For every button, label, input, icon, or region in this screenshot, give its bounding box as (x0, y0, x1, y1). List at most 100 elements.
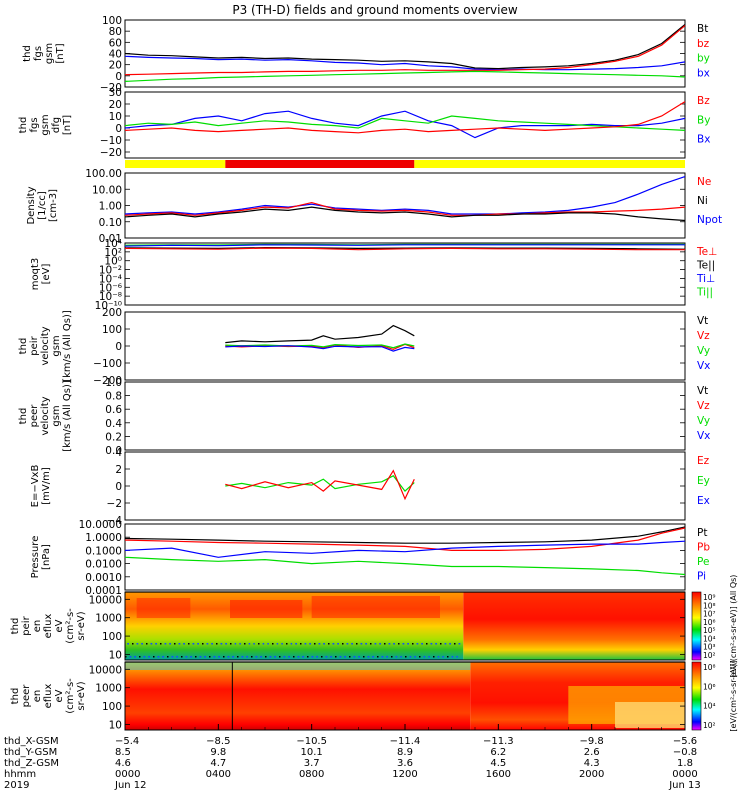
spectrogram-speckle (232, 656, 234, 658)
spectrogram-speckle (360, 643, 363, 645)
legend-entry: bz (697, 38, 710, 50)
spectrogram-speckle (302, 656, 304, 658)
series-line (124, 526, 686, 544)
series-line (225, 343, 415, 349)
spectrogram-speckle (225, 643, 227, 645)
spectrogram-speckle (335, 656, 337, 658)
colorbar-label: [eV/(cm²-s-sr-eV)] (All Qs) (729, 575, 738, 678)
spectrogram-speckle (146, 643, 148, 645)
y-axis-label: velocity (40, 326, 51, 365)
y-tick-label: 0 (115, 123, 122, 135)
series-line (225, 324, 415, 344)
legend-entry: Ez (697, 455, 710, 467)
spectrogram-speckle (281, 643, 283, 645)
y-axis-label: [nPa] (41, 544, 52, 570)
y-tick-label: 1000 (95, 613, 122, 625)
y-axis-label: peir (29, 335, 40, 355)
colorbar-tick-label: 10⁴ (703, 702, 716, 711)
spectrogram-speckle (395, 656, 398, 658)
x-row-label: 2019 (4, 780, 29, 791)
y-axis-label: Pressure (30, 536, 41, 579)
y-tick-label: 10⁻⁶ (99, 282, 122, 294)
spectrogram-speckle (381, 656, 384, 658)
x-row-value: 10.1 (301, 747, 323, 758)
x-row-value: −5.4 (115, 736, 139, 747)
series-line (124, 101, 686, 134)
x-row-label: thd_Y-GSM (4, 747, 57, 758)
y-axis-label: gsm (40, 114, 51, 135)
spectrogram-speckle (290, 643, 293, 645)
spectrogram-speckle (346, 643, 349, 645)
series-line (124, 201, 686, 216)
series-line (124, 244, 685, 247)
y-tick-label: 0 (115, 71, 122, 83)
panel-vi: −200 −100 0 100 200 thd peir velocity gsm [km/s (… (18, 307, 710, 387)
panel-frame (124, 311, 686, 381)
spectrogram-speckle (332, 643, 335, 645)
x-row-value: 6.2 (490, 747, 506, 758)
spectrogram-speckle (125, 656, 127, 658)
y-tick-label: 0.01 (99, 233, 122, 245)
spectrogram-speckle (265, 656, 267, 658)
x-row-value: 4.3 (584, 758, 600, 769)
panel-frame (124, 381, 686, 451)
spectrogram-speckle (150, 643, 153, 645)
y-axis-label: dfg (51, 117, 62, 133)
spectrogram-speckle (295, 643, 297, 645)
spectrogram-field (125, 662, 471, 730)
spectrogram-speckle (307, 656, 309, 658)
panel-efield: −4 −2 0 2 4 E=−VxB [mV/m] Ez Ey Ex (30, 447, 710, 527)
x-row-value: 0800 (299, 769, 324, 780)
spectrogram-speckle (199, 656, 202, 658)
spectrogram-speckle (297, 656, 300, 658)
panel-density: 0.01 0.10 1.00 10.00 100.00 Density [1/cc] [cm-… (26, 168, 722, 245)
y-axis-label: sr-eV) (76, 611, 87, 640)
x-row-value: 1600 (486, 769, 511, 780)
spectrogram-speckle (419, 656, 421, 658)
colorbar-tick-label: 10⁶ (703, 682, 716, 691)
legend-entry: Ne (697, 176, 711, 188)
spectrogram-speckle (181, 656, 183, 658)
spectrogram-band (615, 702, 685, 728)
y-tick-label: 4 (115, 447, 122, 459)
spectrogram-speckle (339, 656, 342, 658)
y-axis-label: peer (29, 404, 40, 428)
spectrogram-speckle (244, 643, 246, 645)
y-tick-label: 0.4 (105, 418, 122, 430)
y-tick-label: 200 (102, 307, 122, 319)
y-tick-label: 1.00 (99, 201, 122, 213)
y-axis-label: eV (54, 619, 65, 632)
spectrogram-speckle (416, 643, 419, 645)
colorbar-tick-label: 10² (703, 651, 716, 660)
spectrogram-speckle (202, 643, 204, 645)
x-row-value: 0000 (115, 769, 140, 780)
spectrogram-speckle (279, 656, 281, 658)
y-tick-label: 100 (102, 15, 122, 27)
legend-entry: Vt (697, 315, 708, 327)
spectrogram-speckle (183, 643, 185, 645)
x-row-value: 3.7 (304, 758, 320, 769)
spectrogram-speckle (454, 643, 456, 645)
y-axis-label: [mV/m] (41, 467, 52, 505)
spectrogram-speckle (167, 656, 169, 658)
x-row-value: 8.5 (115, 747, 131, 758)
spectrogram-speckle (311, 656, 314, 658)
x-row-value: −0.8 (673, 747, 697, 758)
spectrogram-speckle (384, 643, 386, 645)
y-axis-label: gsm (51, 405, 62, 426)
colorbar-tick-label: 10⁹ (703, 593, 716, 602)
y-axis-label: eV (54, 689, 65, 702)
legend-entry: Ni (697, 195, 708, 207)
spectrogram-speckle (164, 643, 167, 645)
spectrogram-speckle (372, 656, 374, 658)
spectrogram-speckle (367, 656, 370, 658)
x-row-value: −5.6 (673, 736, 697, 747)
y-tick-label: 0.1000 (85, 545, 122, 557)
spectrogram-speckle (178, 643, 181, 645)
panel-elec_spec: 10⁸ 10⁶ 10⁴ 10² [eV/(cm²-s-sr-eV)] 10 100 1000 1… (10, 660, 738, 731)
spectrogram-speckle (272, 643, 274, 645)
spectrogram-speckle (197, 643, 199, 645)
panel-frame (124, 523, 686, 591)
